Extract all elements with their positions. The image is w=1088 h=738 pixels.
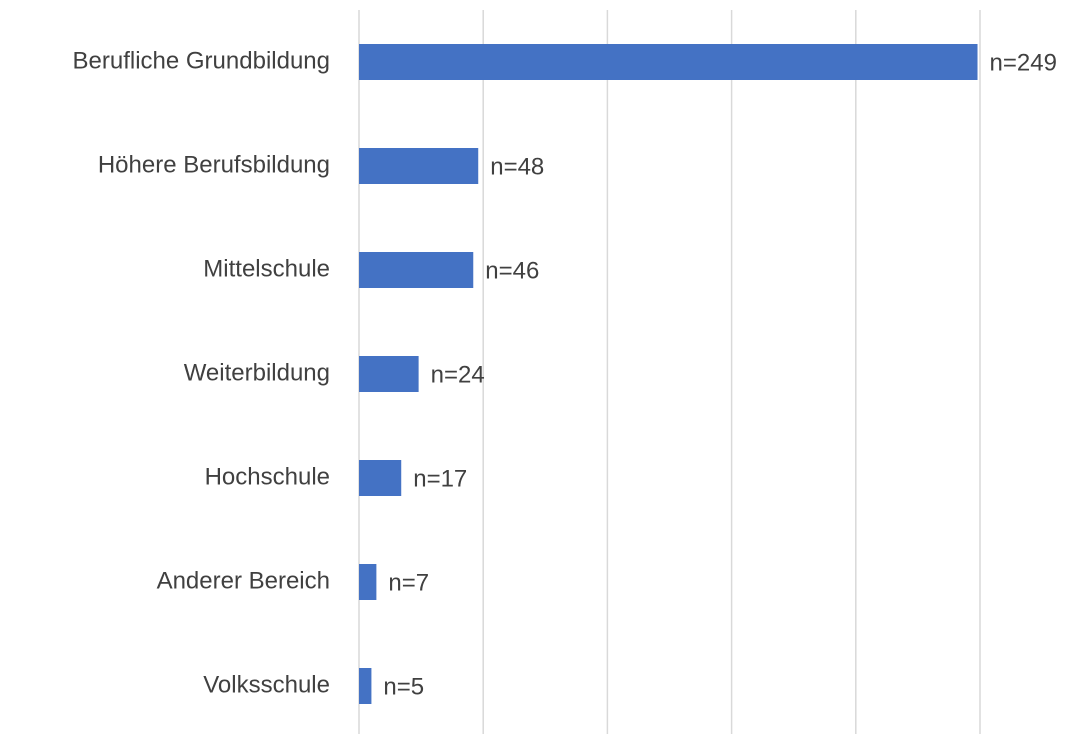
category-label: Mittelschule [203, 255, 330, 282]
bar [359, 44, 978, 80]
category-label: Anderer Bereich [157, 567, 330, 594]
category-label: Hochschule [205, 463, 330, 490]
value-label: n=48 [490, 153, 544, 180]
bar [359, 564, 377, 600]
category-label: Volksschule [203, 671, 330, 698]
category-label: Höhere Berufsbildung [98, 151, 330, 178]
value-label: n=24 [431, 361, 485, 388]
category-label: Weiterbildung [184, 359, 330, 386]
value-label: n=5 [383, 673, 424, 700]
value-label: n=7 [388, 569, 429, 596]
bar [359, 460, 402, 496]
bar [359, 252, 474, 288]
value-label: n=46 [485, 257, 539, 284]
bar [359, 668, 372, 704]
bar [359, 356, 419, 392]
value-label: n=249 [990, 49, 1057, 76]
value-label: n=17 [413, 465, 467, 492]
category-label: Berufliche Grundbildung [73, 47, 331, 74]
bar [359, 148, 479, 184]
